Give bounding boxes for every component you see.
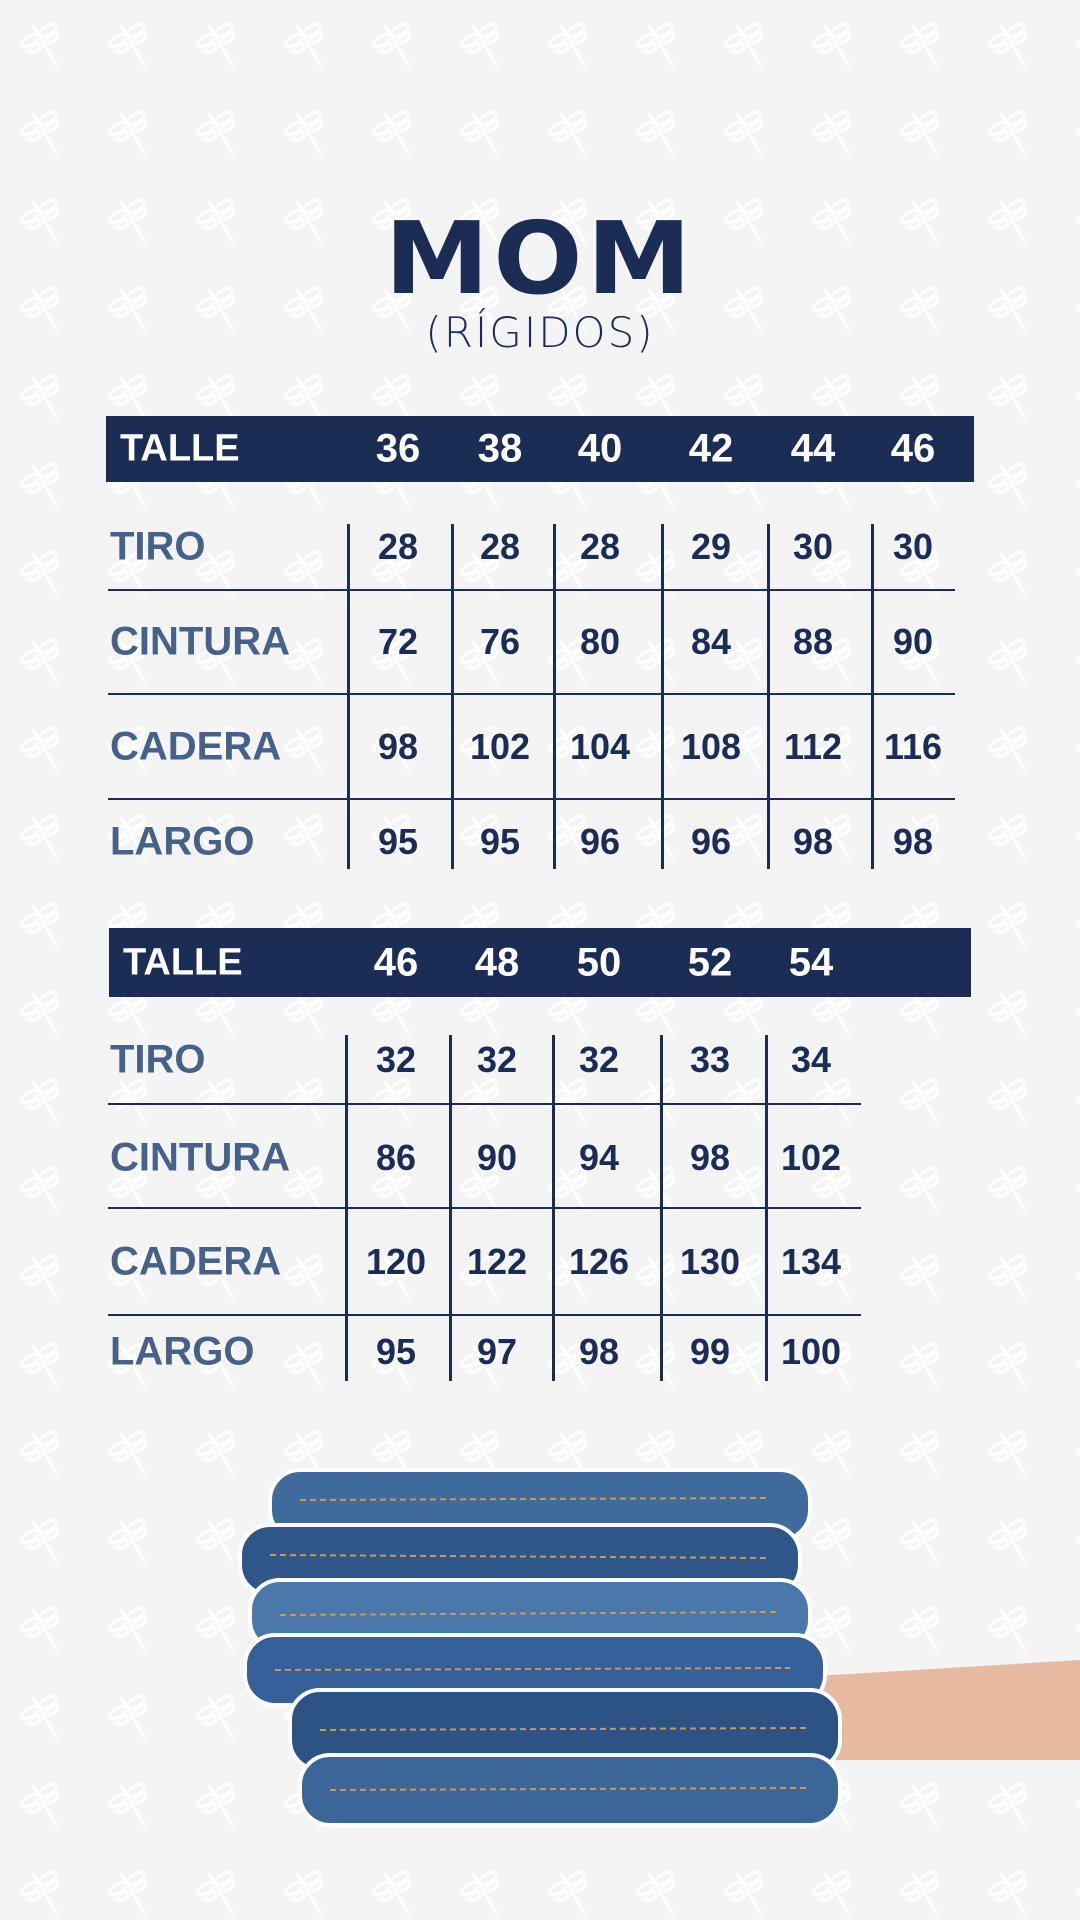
row-label: TIRO	[110, 1037, 206, 1082]
measurement-cell: 34	[790, 1039, 832, 1080]
measurement-cell: 100	[780, 1331, 842, 1372]
measurement-cell: 96	[690, 821, 732, 862]
measurement-cell: 120	[365, 1241, 427, 1282]
measurement-cell: 90	[476, 1137, 518, 1178]
size-header-cell: 36	[375, 426, 421, 471]
measurement-cell: 32	[578, 1039, 620, 1080]
size-header-cell: 40	[577, 426, 623, 471]
measurement-cell: 98	[689, 1137, 731, 1178]
row-divider	[108, 693, 955, 695]
measurement-cell: 72	[377, 621, 419, 662]
measurement-cell: 80	[579, 621, 621, 662]
row-label: CADERA	[110, 1239, 282, 1284]
size-header-cell: 50	[576, 940, 622, 984]
size-header-bar	[106, 416, 974, 482]
header-label: TALLE	[120, 427, 240, 470]
measurement-cell: 95	[479, 821, 521, 862]
size-header-cell: 42	[688, 426, 734, 471]
measurement-cell: 98	[892, 821, 934, 862]
row-label: CINTURA	[110, 619, 290, 664]
size-header-cell: 54	[788, 940, 834, 984]
page-title: MOM	[384, 200, 696, 317]
column-divider	[347, 524, 350, 869]
column-divider	[767, 524, 770, 869]
measurement-cell: 99	[689, 1331, 731, 1372]
row-divider	[108, 589, 955, 591]
measurement-cell: 76	[479, 621, 521, 662]
measurement-cell: 102	[780, 1137, 842, 1178]
row-label: LARGO	[110, 819, 255, 864]
size-header-cell: 46	[373, 940, 419, 984]
measurement-cell: 84	[690, 621, 732, 662]
measurement-cell: 102	[469, 726, 531, 767]
row-divider	[108, 798, 955, 800]
measurement-cell: 98	[792, 821, 834, 862]
row-label: TIRO	[110, 524, 206, 569]
measurement-cell: 104	[569, 726, 631, 767]
size-header-bar	[109, 928, 971, 997]
row-divider	[108, 1103, 861, 1105]
column-divider	[871, 524, 874, 869]
measurement-cell: 95	[377, 821, 419, 862]
measurement-cell: 30	[792, 526, 834, 567]
measurement-cell: 30	[892, 526, 934, 567]
measurement-cell: 116	[883, 726, 943, 767]
measurement-cell: 94	[578, 1137, 620, 1178]
header-label: TALLE	[123, 941, 243, 983]
measurement-cell: 32	[375, 1039, 417, 1080]
jeans-stack-image	[238, 1468, 1080, 1827]
measurement-cell: 28	[479, 526, 521, 567]
measurement-cell: 122	[466, 1241, 528, 1282]
page-subtitle: (RÍGIDOS)	[425, 308, 655, 357]
column-divider	[553, 524, 556, 869]
column-divider	[661, 524, 664, 869]
measurement-cell: 96	[579, 821, 621, 862]
row-label: CINTURA	[110, 1135, 290, 1180]
measurement-cell: 97	[476, 1331, 518, 1372]
row-divider	[108, 1207, 861, 1209]
row-divider	[108, 1314, 861, 1316]
measurement-cell: 28	[579, 526, 621, 567]
measurement-cell: 98	[578, 1331, 620, 1372]
measurement-cell: 98	[377, 726, 419, 767]
measurement-cell: 32	[476, 1039, 518, 1080]
row-label: CADERA	[110, 724, 282, 769]
measurement-cell: 33	[689, 1039, 731, 1080]
size-header-cell: 46	[890, 426, 936, 471]
measurement-cell: 29	[690, 526, 732, 567]
measurement-cell: 88	[792, 621, 834, 662]
size-header-cell: 48	[474, 940, 520, 984]
measurement-cell: 134	[780, 1241, 842, 1282]
measurement-cell: 112	[783, 726, 843, 767]
measurement-cell: 130	[679, 1241, 741, 1282]
measurement-cell: 90	[892, 621, 934, 662]
measurement-cell: 95	[375, 1331, 417, 1372]
row-label: LARGO	[110, 1329, 255, 1374]
measurement-cell: 108	[680, 726, 742, 767]
column-divider	[451, 524, 454, 869]
size-header-cell: 52	[687, 940, 733, 984]
size-header-cell: 44	[790, 426, 836, 471]
measurement-cell: 28	[377, 526, 419, 567]
size-header-cell: 38	[477, 426, 523, 471]
measurement-cell: 86	[375, 1137, 417, 1178]
measurement-cell: 126	[568, 1241, 630, 1282]
